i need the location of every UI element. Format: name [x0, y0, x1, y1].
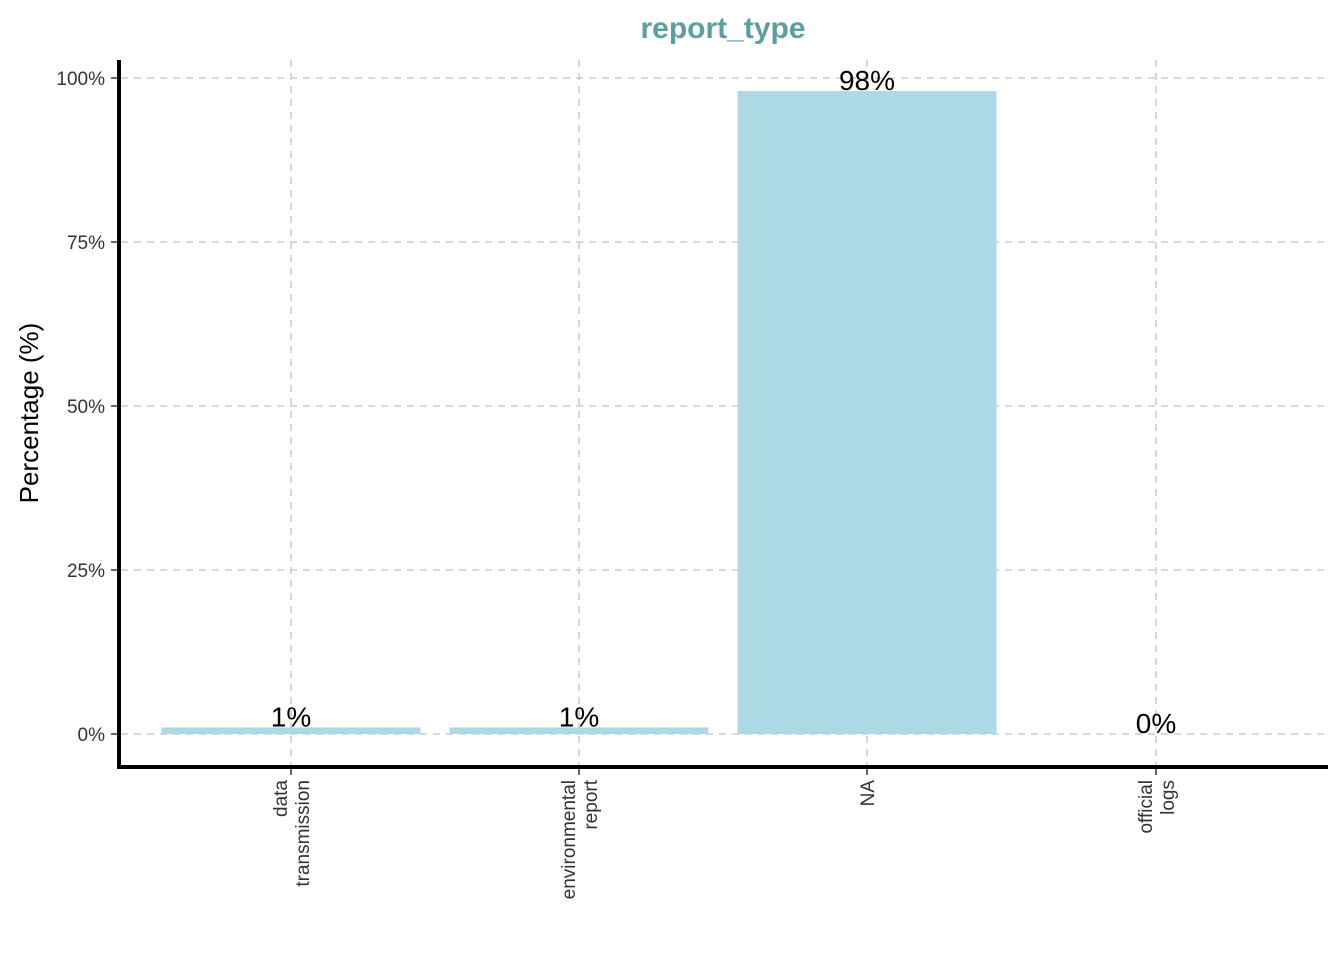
data-labels: 1% 1% 98% 0%: [271, 65, 1176, 739]
grid-lines: [121, 60, 1328, 767]
bars: [161, 91, 997, 735]
x-tick-label-line: NA: [858, 780, 879, 807]
y-tick-label: 75%: [67, 233, 105, 254]
y-tick-label: 25%: [67, 561, 105, 582]
x-tick-label: NA: [858, 780, 879, 807]
bar: [737, 91, 997, 735]
y-axis-label: Percentage (%): [14, 323, 44, 504]
x-tick-label: officiallogs: [1136, 780, 1179, 834]
x-tick-label: environmentalreport: [559, 779, 602, 899]
bar: [449, 727, 709, 734]
x-tick-label-line: environmental: [559, 780, 580, 899]
axes: [117, 60, 1328, 769]
x-tick-label-line: logs: [1158, 780, 1179, 815]
bar: [161, 727, 421, 734]
x-tick-label-line: data: [271, 780, 292, 817]
data-label: 1%: [559, 701, 599, 732]
x-tick-label-line: report: [581, 779, 602, 829]
chart-title: report_type: [640, 12, 805, 45]
data-label: 0%: [1136, 708, 1176, 739]
x-ticks: datatransmission environmentalreport NA off…: [271, 769, 1179, 899]
x-tick-label-line: transmission: [293, 780, 314, 887]
data-label: 98%: [839, 65, 895, 96]
x-tick-label-line: official: [1136, 780, 1157, 834]
data-label: 1%: [271, 701, 311, 732]
y-tick-label: 50%: [67, 397, 105, 418]
y-ticks: 0% 25% 50% 75% 100%: [56, 69, 117, 746]
y-tick-label: 100%: [56, 69, 105, 90]
x-tick-label: datatransmission: [271, 780, 314, 887]
y-tick-label: 0%: [78, 725, 106, 746]
